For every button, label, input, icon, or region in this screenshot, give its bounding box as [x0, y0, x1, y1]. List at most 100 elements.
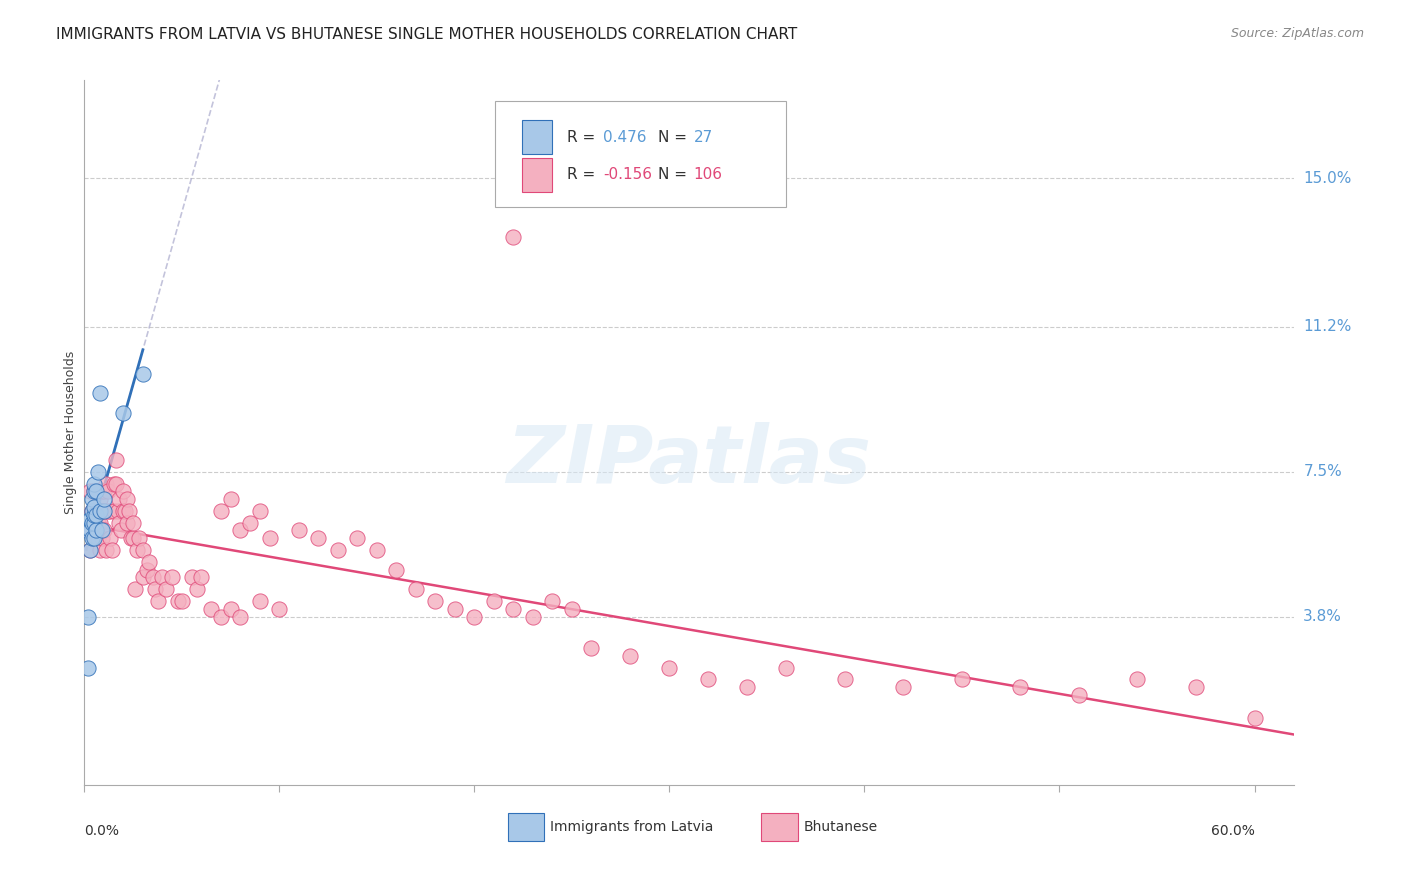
Text: N =: N =: [658, 167, 692, 182]
Point: [120, 532, 142, 546]
Point: [84, 524, 107, 538]
Point: [561, 601, 583, 615]
FancyBboxPatch shape: [762, 814, 797, 841]
Point: [82, 532, 104, 546]
Point: [180, 570, 202, 584]
Point: [104, 476, 127, 491]
Text: 0.0%: 0.0%: [84, 824, 120, 838]
Point: [209, 609, 232, 624]
Point: [619, 648, 641, 663]
Point: [89, 386, 111, 401]
Point: [122, 532, 145, 546]
Point: [79, 484, 101, 499]
Point: [697, 673, 720, 687]
Point: [775, 660, 797, 674]
Point: [463, 609, 485, 624]
Point: [110, 524, 132, 538]
Point: [82, 504, 104, 518]
Point: [87, 532, 110, 546]
Point: [90, 524, 112, 538]
Point: [239, 516, 262, 530]
Point: [132, 367, 155, 381]
Point: [155, 582, 177, 597]
Point: [103, 504, 125, 518]
Point: [82, 492, 104, 507]
Point: [83, 484, 105, 499]
Text: Source: ZipAtlas.com: Source: ZipAtlas.com: [1230, 27, 1364, 40]
Point: [79, 524, 101, 538]
Point: [83, 532, 105, 546]
Point: [1067, 688, 1090, 702]
Point: [98, 532, 121, 546]
Point: [128, 532, 150, 546]
Point: [1185, 680, 1208, 694]
Point: [89, 492, 111, 507]
Point: [326, 543, 349, 558]
Text: 106: 106: [693, 167, 723, 182]
Text: 3.8%: 3.8%: [1303, 609, 1343, 624]
Point: [83, 504, 105, 518]
Text: -0.156: -0.156: [603, 167, 652, 182]
Point: [98, 504, 121, 518]
Text: R =: R =: [567, 130, 600, 145]
Text: 27: 27: [693, 130, 713, 145]
Point: [94, 476, 117, 491]
Point: [87, 465, 110, 479]
Point: [122, 516, 145, 530]
Point: [104, 453, 127, 467]
Text: 15.0%: 15.0%: [1303, 170, 1351, 186]
Point: [118, 504, 141, 518]
Point: [148, 594, 170, 608]
Point: [138, 555, 160, 569]
Point: [132, 543, 155, 558]
Point: [112, 504, 135, 518]
Point: [229, 609, 252, 624]
Point: [94, 543, 117, 558]
Point: [77, 609, 100, 624]
Point: [200, 601, 222, 615]
Point: [77, 660, 100, 674]
Point: [425, 594, 447, 608]
Point: [108, 516, 131, 530]
Point: [87, 516, 110, 530]
Text: 11.2%: 11.2%: [1303, 319, 1351, 334]
Point: [522, 609, 544, 624]
Point: [93, 492, 115, 507]
Point: [502, 230, 524, 244]
FancyBboxPatch shape: [522, 120, 553, 154]
Point: [288, 524, 311, 538]
Point: [143, 582, 166, 597]
Point: [249, 504, 271, 518]
Point: [150, 570, 173, 584]
Point: [385, 563, 408, 577]
Point: [893, 680, 915, 694]
FancyBboxPatch shape: [508, 814, 544, 841]
Text: 60.0%: 60.0%: [1211, 824, 1254, 838]
Point: [93, 504, 115, 518]
Point: [135, 563, 157, 577]
Y-axis label: Single Mother Households: Single Mother Households: [65, 351, 77, 515]
Point: [83, 500, 105, 514]
Point: [108, 492, 131, 507]
Point: [229, 524, 252, 538]
Text: ZIPatlas: ZIPatlas: [506, 422, 872, 500]
Point: [259, 532, 281, 546]
Point: [75, 524, 97, 538]
Text: Bhutanese: Bhutanese: [804, 821, 877, 834]
Point: [117, 516, 139, 530]
Point: [1243, 711, 1265, 725]
Point: [112, 406, 135, 420]
Point: [97, 504, 120, 518]
Point: [249, 594, 271, 608]
Point: [83, 484, 105, 499]
Point: [90, 484, 112, 499]
Point: [87, 484, 110, 499]
Point: [142, 570, 165, 584]
Point: [93, 524, 115, 538]
Point: [219, 492, 242, 507]
Point: [737, 680, 759, 694]
Text: R =: R =: [567, 167, 600, 182]
Point: [444, 601, 467, 615]
Point: [834, 673, 856, 687]
Point: [84, 524, 107, 538]
